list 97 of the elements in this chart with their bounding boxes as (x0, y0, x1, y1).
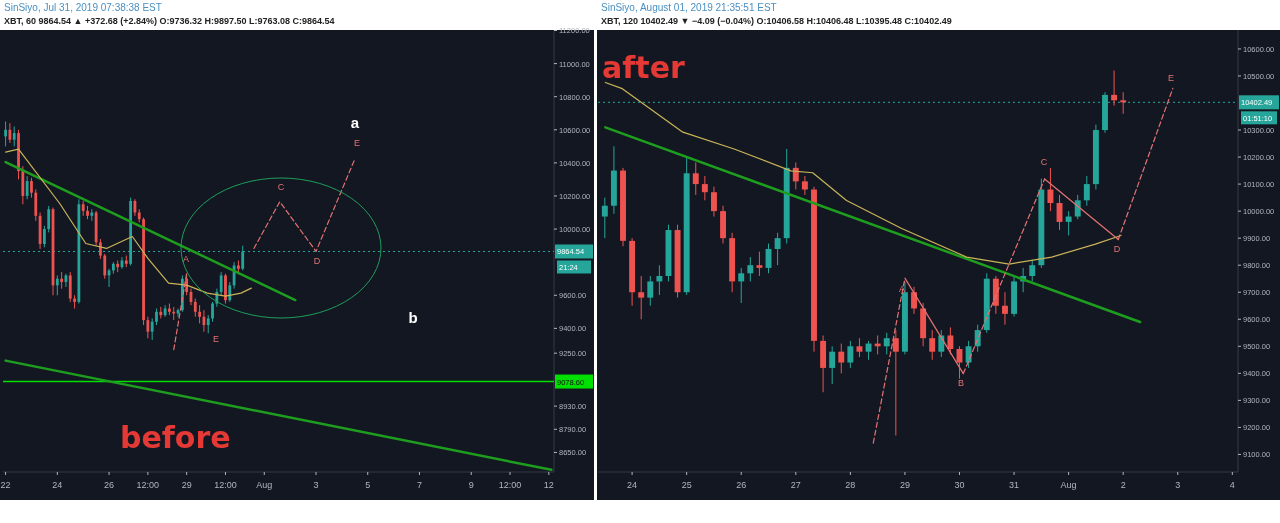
chart-title: SinSiyo, August 01, 2019 21:35:51 EST (601, 2, 777, 13)
x-tick-label: 29 (181, 480, 192, 490)
x-tick-label: 31 (1009, 480, 1020, 490)
annotation: E (353, 138, 361, 148)
x-tick-label: 9 (468, 480, 474, 490)
line-series (604, 81, 1122, 265)
candlestick (150, 317, 154, 341)
chart-subtitle: XBT, 60 9864.54 ▲ +372.68 (+2.84%) O:9736.32 H:9897.50 L:9763.08 C:9864.54 (4, 16, 335, 26)
candlestick (1065, 210, 1072, 236)
candlestick (206, 314, 210, 334)
candlestick (865, 340, 872, 361)
x-tick-label: 12:00 (214, 480, 237, 490)
candlestick (68, 271, 72, 303)
candlestick (219, 271, 223, 296)
x-tick-label: 29 (899, 480, 910, 490)
candlestick (711, 186, 717, 218)
candlestick (30, 177, 33, 199)
candlestick (856, 337, 863, 358)
candlestick (211, 301, 214, 323)
candlestick (198, 304, 201, 324)
chart-title: SinSiyo, Jul 31, 2019 07:38:38 EST (4, 2, 162, 13)
candlestick (1111, 70, 1118, 107)
candlestick (911, 286, 917, 315)
candlestick (1083, 175, 1090, 207)
candlestick (738, 267, 745, 304)
candlestick (838, 343, 845, 374)
x-tick-label: 22 (0, 480, 11, 490)
x-tick-label: Aug (256, 480, 273, 490)
annotation: B (957, 378, 965, 388)
x-tick-label: 7 (416, 480, 422, 490)
candlestick (938, 329, 945, 358)
annotation: a (350, 114, 360, 131)
x-tick-label: 27 (790, 480, 801, 490)
candlestick (34, 188, 38, 222)
chart-subtitle: XBT, 120 10402.49 ▼ −4.09 (−0.04%) O:10406.58 H:10406.48 L:10395.48 C:10402.49 (601, 16, 952, 26)
annotation: A (182, 254, 190, 264)
candlestick (638, 275, 645, 320)
x-tick-label: 26 (736, 480, 747, 490)
candlestick (1047, 167, 1054, 212)
line-series (253, 158, 356, 253)
x-tick-label: 26 (104, 480, 115, 490)
x-tick-label: 12:00 (498, 480, 522, 490)
candlestick (756, 251, 763, 277)
candlestick (965, 340, 972, 369)
x-tick-label: 28 (845, 480, 856, 490)
candlestick (847, 340, 854, 369)
x-tick-label: 24 (627, 480, 638, 490)
x-tick-label: 12 (543, 480, 554, 490)
annotation: b (408, 309, 418, 326)
candlestick (1074, 194, 1081, 220)
annotation: D (1113, 244, 1121, 254)
candlestick (692, 161, 699, 196)
x-tick-label: 30 (954, 480, 965, 490)
annotation: E (1167, 73, 1175, 83)
candlestick (892, 329, 899, 436)
annotation: after (602, 50, 685, 85)
annotation: before (120, 420, 231, 455)
candlestick (701, 175, 708, 201)
candlestick (228, 281, 232, 303)
candlestick (163, 304, 167, 318)
candlestick (55, 274, 59, 296)
x-tick-label: 12:00 (136, 480, 160, 490)
candlestick (1120, 91, 1127, 115)
x-tick-label: Aug (1060, 480, 1077, 490)
candlestick (47, 205, 51, 233)
candlestick (601, 197, 608, 239)
annotation: C (277, 182, 285, 192)
candlestick (146, 316, 150, 339)
candlestick (1002, 291, 1008, 326)
candlestick (193, 298, 197, 318)
line-series (4, 148, 252, 297)
annotation: A (898, 284, 906, 294)
candlestick (8, 122, 12, 144)
candlestick (4, 121, 7, 147)
annotation: E (212, 334, 220, 344)
candlestick (774, 232, 781, 266)
x-tick-label: 25 (681, 480, 692, 490)
candlestick (883, 332, 890, 355)
candlestick (103, 253, 107, 280)
x-tick-label: 4 (1229, 480, 1235, 490)
x-tick-label: 2 (1120, 480, 1126, 490)
candlestick (747, 256, 754, 282)
x-tick-label: 5 (365, 480, 371, 490)
candlestick (801, 175, 808, 196)
x-tick-label: 3 (313, 480, 319, 490)
candlestick (829, 345, 836, 385)
x-tick-label: 24 (52, 480, 63, 490)
candlestick (42, 225, 46, 248)
candlestick (656, 264, 663, 296)
annotation: D (313, 256, 321, 266)
candlestick (1029, 259, 1036, 282)
candlestick (12, 125, 16, 147)
candlestick (25, 175, 29, 200)
x-tick-label: 3 (1175, 480, 1181, 490)
candlestick (929, 329, 936, 361)
annotation: C (1040, 157, 1048, 167)
candlestick (647, 275, 654, 307)
